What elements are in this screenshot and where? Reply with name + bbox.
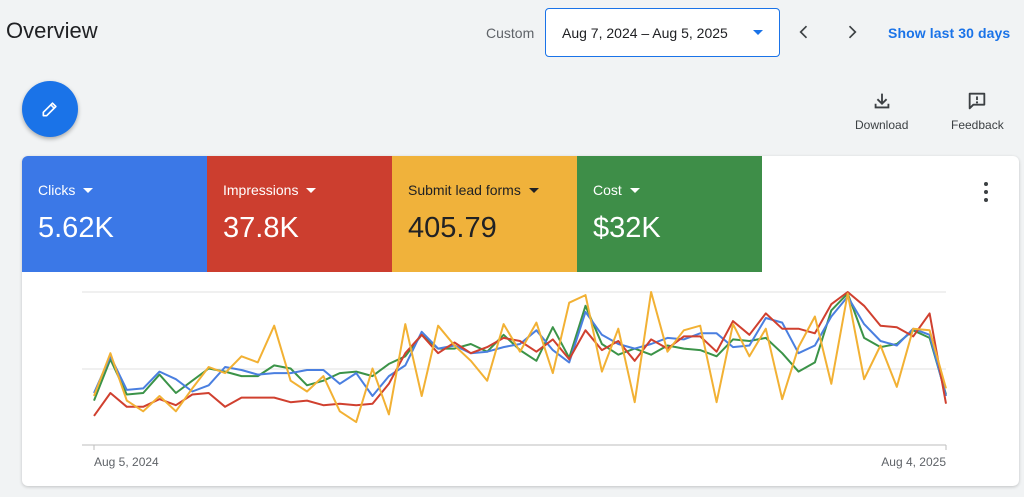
- next-period-button[interactable]: [840, 20, 864, 44]
- series-line-impressions: [93, 291, 947, 417]
- feedback-icon: [969, 92, 986, 110]
- metric-tabs: Clicks 5.62K Impressions 37.8K Submit le…: [22, 156, 762, 272]
- metric-label: Clicks: [38, 182, 191, 198]
- x-tick-label-start: Aug 5, 2024: [94, 455, 159, 469]
- metric-label-text: Cost: [593, 182, 622, 198]
- page-title: Overview: [6, 18, 98, 43]
- metric-value: 37.8K: [223, 212, 299, 244]
- dropdown-caret-icon: [528, 187, 539, 193]
- previous-period-button[interactable]: [792, 20, 816, 44]
- metric-label-text: Clicks: [38, 182, 76, 198]
- download-label: Download: [855, 118, 909, 132]
- metric-value: 405.79: [408, 212, 497, 244]
- metric-label-text: Impressions: [223, 182, 299, 198]
- chevron-left-icon: [799, 25, 808, 39]
- metric-value: 5.62K: [38, 212, 114, 244]
- download-button[interactable]: Download: [855, 90, 908, 132]
- dropdown-caret-icon: [629, 187, 640, 193]
- series-line-cost: [93, 292, 947, 401]
- edit-button[interactable]: [22, 81, 78, 137]
- dropdown-caret-icon: [753, 30, 763, 35]
- metric-label: Cost: [593, 182, 746, 198]
- dropdown-caret-icon: [306, 187, 317, 193]
- metric-label-text: Submit lead forms: [408, 182, 521, 198]
- download-icon: [874, 93, 890, 109]
- x-tick-label-end: Aug 4, 2025: [881, 455, 946, 469]
- date-range-select[interactable]: Aug 7, 2024 – Aug 5, 2025: [545, 8, 780, 57]
- feedback-label: Feedback: [951, 118, 1004, 132]
- show-last-30-days-link[interactable]: Show last 30 days: [888, 25, 1011, 41]
- date-preset-label: Custom: [486, 25, 535, 41]
- performance-card: Clicks 5.62K Impressions 37.8K Submit le…: [22, 156, 1019, 486]
- metric-label: Submit lead forms: [408, 182, 561, 198]
- series-line-submit-lead-forms: [93, 291, 947, 424]
- metric-tab-clicks[interactable]: Clicks 5.62K: [22, 156, 207, 272]
- chevron-right-icon: [848, 25, 857, 39]
- dropdown-caret-icon: [83, 187, 94, 193]
- series-line-clicks: [93, 295, 947, 397]
- pencil-icon: [42, 102, 57, 117]
- metric-tab-cost[interactable]: Cost $32K: [577, 156, 762, 272]
- metric-value: $32K: [593, 212, 661, 244]
- performance-chart: Aug 5, 2024 Aug 4, 2025: [22, 272, 1019, 486]
- feedback-button[interactable]: Feedback: [951, 90, 1004, 132]
- line-chart: Aug 5, 2024 Aug 4, 2025: [82, 291, 947, 469]
- metric-tab-submit-lead-forms[interactable]: Submit lead forms 405.79: [392, 156, 577, 272]
- date-range-value: Aug 7, 2024 – Aug 5, 2025: [562, 24, 728, 41]
- metric-tab-impressions[interactable]: Impressions 37.8K: [207, 156, 392, 272]
- metric-label: Impressions: [223, 182, 376, 198]
- more-options-icon[interactable]: [980, 182, 992, 202]
